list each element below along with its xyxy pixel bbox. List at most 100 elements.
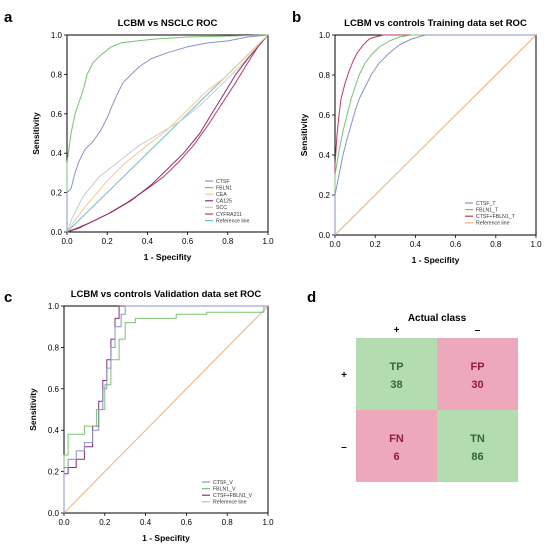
x-tick-label: 0.0	[329, 240, 341, 249]
y-tick-label: 1.0	[48, 302, 60, 311]
roc-chart-a: LCBM vs NSCLC ROC 0.0 0.2 0.4 0.6 0.8 1.0 0.0 0.…	[31, 18, 274, 262]
cell-value: 38	[390, 379, 402, 391]
roc-chart-b: LCBM vs controls Training data set ROC 0.…	[299, 18, 542, 265]
x-tick-label: 0.8	[490, 240, 502, 249]
legend-entry: CTSF+FBLN1_T	[476, 214, 516, 220]
legend-entry: CTSF_T	[476, 201, 496, 207]
panel-letter-b: b	[292, 9, 301, 26]
legend-entry: Reference line	[213, 500, 247, 506]
panel-letter-c: c	[4, 289, 12, 306]
y-tick-label: 1.0	[319, 31, 331, 40]
matrix-cell-fp: FP 30	[437, 338, 518, 410]
chart-title: LCBM vs controls Training data set ROC	[344, 18, 527, 29]
y-tick-label: 0.8	[319, 71, 331, 80]
cell-background	[437, 338, 518, 410]
y-tick-label: 0.8	[51, 70, 63, 79]
y-tick-label: 0.6	[51, 110, 63, 119]
x-axis-label: 1 - Specifity	[144, 252, 192, 262]
cell-label: TP	[389, 361, 403, 373]
y-tick-label: 0.4	[319, 151, 331, 160]
legend-entry: CTSF+FBLN1_V	[213, 493, 253, 499]
series-line-scc	[66, 34, 269, 233]
y-tick-label: 1.0	[51, 31, 63, 40]
legend-entry: SCC	[216, 205, 227, 211]
series-line-ca125	[66, 34, 269, 233]
y-tick-label: 0.6	[319, 111, 331, 120]
chart-title: LCBM vs controls Validation data set ROC	[71, 289, 262, 300]
series-line-fbln1-t	[334, 34, 536, 235]
x-tick-label: 0.8	[222, 237, 234, 246]
column-sign: –	[475, 325, 481, 336]
x-tick-label: 0.2	[99, 518, 111, 527]
row-sign: +	[341, 370, 347, 381]
x-tick-label: 1.0	[262, 237, 274, 246]
y-tick-label: 0.0	[48, 509, 60, 518]
y-tick-label: 0.0	[319, 231, 331, 240]
y-axis-label: Sensitivity	[299, 113, 309, 156]
series-line-fbln1	[66, 34, 269, 232]
series-line-ctsf-fbln1-t	[334, 34, 536, 235]
y-tick-label: 0.2	[51, 189, 63, 198]
column-sign: +	[394, 325, 400, 336]
x-axis-label: 1 - Specifity	[142, 533, 190, 543]
x-tick-label: 0.2	[370, 240, 382, 249]
matrix-cell-fn: FN 6	[356, 410, 437, 482]
x-tick-label: 0.4	[410, 240, 422, 249]
panel-letter-a: a	[4, 9, 13, 26]
roc-chart-c: LCBM vs controls Validation data set ROC…	[28, 289, 274, 543]
legend-entry: CA125	[216, 199, 232, 205]
series-line-reference-line	[334, 34, 537, 236]
legend-entry: CEA	[216, 192, 227, 198]
x-tick-label: 0.4	[140, 518, 152, 527]
cell-value: 86	[471, 451, 483, 463]
cell-label: TN	[470, 433, 485, 445]
legend-entry: CTSF	[216, 179, 230, 185]
row-sign: –	[341, 442, 347, 453]
legend-entry: CYFRA211	[216, 212, 242, 218]
series-line-fbln1-v	[63, 305, 268, 513]
y-tick-label: 0.6	[48, 385, 60, 394]
y-tick-label: 0.4	[48, 426, 60, 435]
panel-letter-d: d	[307, 289, 316, 306]
cell-value: 6	[393, 451, 399, 463]
series-line-reference-line	[63, 305, 269, 514]
x-tick-label: 0.0	[58, 518, 70, 527]
y-tick-label: 0.8	[48, 343, 60, 352]
legend-entry: Reference line	[216, 218, 250, 224]
x-axis-label: 1 - Specifity	[412, 255, 460, 265]
x-tick-label: 0.0	[61, 237, 73, 246]
actual-class-header: Actual class	[408, 313, 467, 324]
y-tick-label: 0.0	[51, 228, 63, 237]
x-tick-label: 0.8	[222, 518, 234, 527]
x-tick-label: 0.6	[450, 240, 462, 249]
cell-value: 30	[471, 379, 483, 391]
legend-entry: FBLN1_V	[213, 486, 236, 492]
y-tick-label: 0.4	[51, 149, 63, 158]
y-axis-label: Sensitivity	[28, 388, 38, 431]
matrix-cell-tn: TN 86	[437, 410, 518, 482]
x-tick-label: 1.0	[530, 240, 542, 249]
matrix-cell-tp: TP 38	[356, 338, 437, 410]
x-tick-label: 0.4	[142, 237, 154, 246]
legend-entry: FBLN1	[216, 185, 232, 191]
cell-background	[437, 410, 518, 482]
series-line-ctsf	[66, 34, 269, 232]
legend-entry: Reference line	[476, 221, 510, 227]
x-tick-label: 1.0	[262, 518, 274, 527]
cell-background	[356, 338, 437, 410]
series-line-ctsf-t	[334, 34, 536, 235]
series-line-ctsf-v	[63, 305, 268, 513]
cell-label: FP	[470, 361, 484, 373]
cell-label: FN	[389, 433, 404, 445]
confusion-matrix: Actual class + – + – TP 38 FP 30 FN 6 TN 86	[341, 313, 518, 482]
series-line-cea	[66, 34, 269, 233]
y-axis-label: Sensitivity	[31, 112, 41, 155]
x-tick-label: 0.6	[181, 518, 193, 527]
legend-entry: CTSF_V	[213, 480, 233, 486]
legend-entry: FBLN1_T	[476, 207, 499, 213]
cell-background	[356, 410, 437, 482]
